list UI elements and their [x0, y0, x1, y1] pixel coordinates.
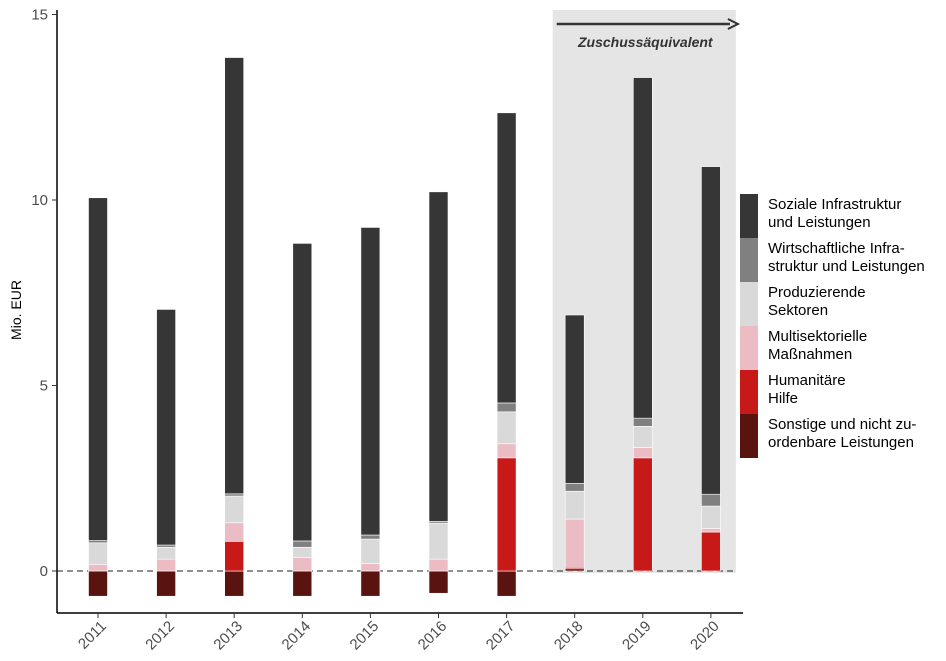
x-tick-label-2020: 2020 — [687, 618, 723, 654]
x-tick-label-2016: 2016 — [415, 618, 451, 654]
bar-segment-2014-series-3 — [292, 546, 313, 558]
bar-segment-2017-series-0 — [496, 570, 517, 597]
bar-segment-2020-series-2 — [701, 528, 721, 533]
bar-segment-2019-series-3 — [632, 426, 653, 448]
bar-segment-2016-series-2 — [428, 558, 449, 572]
bar-segment-2013-series-1 — [224, 541, 244, 572]
y-tick-label-10: 10 — [31, 192, 48, 209]
bar-segment-2018-series-0 — [564, 568, 585, 572]
x-tick-label-2014: 2014 — [279, 618, 315, 654]
bar-segment-2012-series-4 — [156, 544, 176, 548]
bar-segment-2016-series-0 — [428, 570, 449, 594]
legend-key-1 — [740, 238, 758, 282]
legend-label-1: Wirtschaftliche Infra- struktur und Leis… — [768, 240, 925, 275]
bar-segment-2018-series-5 — [564, 314, 585, 484]
bar-segment-2018-series-2 — [564, 518, 585, 568]
bar-segment-2015-series-5 — [360, 227, 381, 536]
annotation-arrow-head — [727, 18, 741, 30]
x-tick-label-2018: 2018 — [551, 618, 587, 654]
bar-segment-2020-series-4 — [701, 493, 721, 507]
legend-item-5: Sonstige und nicht zu- ordenbare Leistun… — [740, 414, 946, 458]
bar-segment-2014-series-5 — [292, 243, 313, 542]
bar-segment-2020-series-5 — [701, 166, 721, 495]
bar-segment-2017-series-4 — [496, 402, 517, 413]
legend-item-2: Produzierende Sektoren — [740, 282, 946, 326]
annotation-label: Zuschussäquivalent — [577, 34, 714, 50]
bar-segment-2015-series-3 — [360, 538, 381, 564]
bar-segment-2019-series-5 — [632, 77, 653, 419]
bars-layer — [88, 57, 721, 597]
bar-segment-2017-series-5 — [496, 112, 517, 404]
bar-segment-2013-series-2 — [224, 522, 244, 542]
bar-segment-2011-series-2 — [88, 564, 108, 572]
bar-segment-2015-series-0 — [360, 570, 381, 597]
bar-segment-2019-series-4 — [632, 417, 653, 427]
legend-label-0: Soziale Infrastruktur und Leistungen — [768, 196, 902, 231]
bar-segment-2014-series-0 — [292, 570, 313, 597]
bar-segment-2013-series-0 — [224, 570, 244, 597]
bar-segment-2011-series-5 — [88, 197, 108, 541]
bar-segment-2018-series-3 — [564, 490, 585, 520]
legend-key-3 — [740, 326, 758, 370]
legend-item-0: Soziale Infrastruktur und Leistungen — [740, 194, 946, 238]
bar-segment-2016-series-5 — [428, 191, 449, 522]
bar-segment-2011-series-4 — [88, 540, 108, 544]
x-tick-label-2015: 2015 — [347, 618, 383, 654]
bar-segment-2017-series-2 — [496, 443, 517, 459]
bar-segment-2012-series-0 — [156, 570, 176, 597]
legend-item-3: Multisektorielle Maßnahmen — [740, 326, 946, 370]
bar-segment-2014-series-4 — [292, 540, 313, 548]
bar-segment-2015-series-2 — [360, 563, 381, 572]
bar-segment-2019-series-1 — [632, 457, 653, 572]
legend-label-3: Multisektorielle Maßnahmen — [768, 328, 868, 363]
bar-segment-2012-series-3 — [156, 546, 176, 560]
bar-segment-2013-series-4 — [224, 493, 244, 497]
x-tick-label-2013: 2013 — [210, 618, 246, 654]
bar-segment-2018-series-4 — [564, 483, 585, 492]
bar-segment-2013-series-3 — [224, 495, 244, 524]
x-tick-label-2011: 2011 — [75, 618, 110, 653]
bar-segment-2012-series-5 — [156, 309, 176, 546]
bar-segment-2014-series-2 — [292, 557, 313, 572]
y-axis-label: Mio. EUR — [8, 280, 24, 340]
legend-item-1: Wirtschaftliche Infra- struktur und Leis… — [740, 238, 946, 282]
y-tick-label-5: 5 — [40, 378, 48, 395]
legend-key-5 — [740, 414, 758, 458]
bar-segment-2011-series-0 — [88, 570, 108, 597]
legend-key-4 — [740, 370, 758, 414]
annotation-layer: Zuschussäquivalent — [556, 18, 741, 50]
bar-segment-2017-series-1 — [496, 457, 517, 572]
legend-label-4: Humanitäre Hilfe — [768, 372, 846, 407]
bar-segment-2013-series-5 — [224, 57, 244, 495]
y-tick-label-15: 15 — [31, 7, 48, 24]
legend-label-2: Produzierende Sektoren — [768, 284, 866, 319]
bar-segment-2015-series-4 — [360, 534, 381, 540]
bar-segment-2020-series-3 — [701, 505, 721, 529]
y-tick-label-0: 0 — [40, 563, 48, 580]
x-tick-label-2012: 2012 — [142, 618, 178, 654]
legend: Soziale Infrastruktur und Leistungen Wirt… — [740, 194, 946, 458]
bar-segment-2020-series-1 — [701, 531, 721, 572]
bar-segment-2017-series-3 — [496, 411, 517, 445]
bar-segment-2012-series-2 — [156, 558, 176, 572]
bar-segment-2016-series-3 — [428, 522, 449, 560]
legend-item-4: Humanitäre Hilfe — [740, 370, 946, 414]
x-tick-label-2017: 2017 — [483, 618, 519, 654]
bar-segment-2019-series-2 — [632, 447, 653, 459]
legend-key-0 — [740, 194, 758, 238]
legend-label-5: Sonstige und nicht zu- ordenbare Leistun… — [768, 416, 917, 451]
legend-key-2 — [740, 282, 758, 326]
x-tick-label-2019: 2019 — [619, 618, 655, 654]
bar-segment-2011-series-3 — [88, 542, 108, 565]
